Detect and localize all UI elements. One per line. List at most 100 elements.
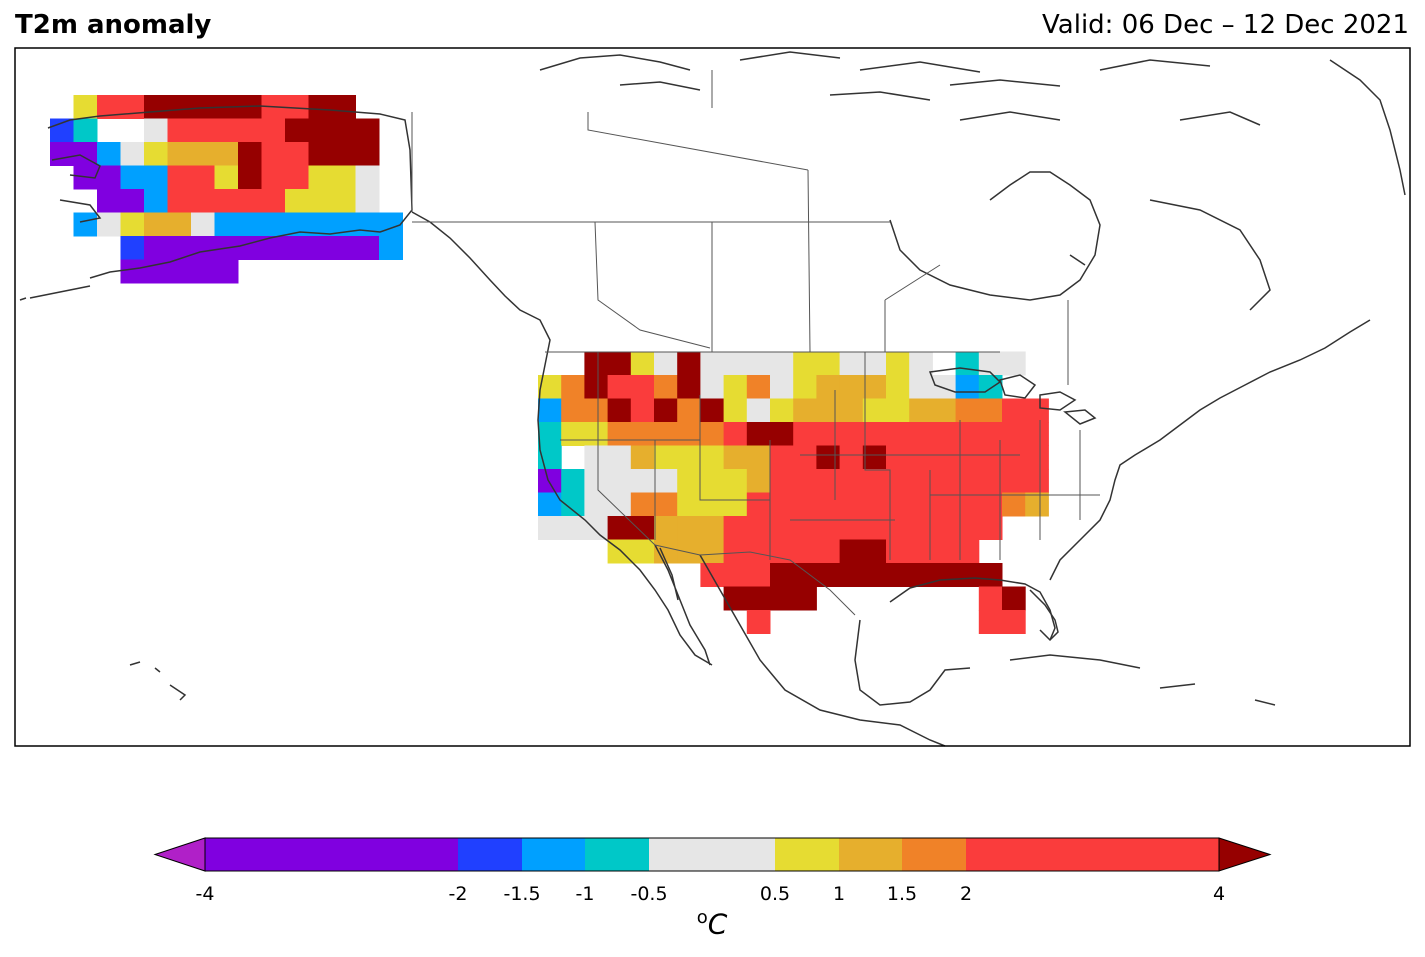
unit-degree: o bbox=[696, 907, 708, 928]
conus-cell bbox=[723, 516, 748, 540]
conus-cell bbox=[677, 539, 701, 564]
alaska-cell bbox=[191, 118, 215, 143]
conus-cell bbox=[1025, 422, 1049, 446]
conus-cell bbox=[677, 492, 701, 517]
political-borders bbox=[411, 70, 1100, 616]
conus-cell bbox=[1002, 610, 1026, 634]
conus-cell bbox=[630, 398, 655, 423]
conus-cell bbox=[700, 539, 725, 564]
conus-cell bbox=[770, 375, 794, 399]
alaska-cell bbox=[285, 142, 309, 166]
conus-cell bbox=[793, 445, 817, 470]
conus-cell bbox=[538, 469, 562, 493]
alaska-cell bbox=[214, 165, 239, 190]
conus-cell bbox=[862, 539, 887, 564]
conus-cell bbox=[978, 351, 1003, 376]
conus-cell bbox=[584, 469, 609, 493]
conus-cell bbox=[886, 563, 910, 587]
conus-cell bbox=[978, 398, 1003, 423]
conus-cell bbox=[607, 516, 632, 540]
alaska-cell bbox=[332, 118, 356, 143]
conus-cell bbox=[1025, 492, 1049, 517]
alaska-cell bbox=[355, 165, 380, 190]
colorbar-segment bbox=[966, 838, 1219, 871]
alaska-cell bbox=[261, 236, 286, 260]
alaska-cell bbox=[308, 118, 333, 143]
conus-cell bbox=[1002, 351, 1026, 376]
alaska-cell bbox=[355, 142, 380, 166]
conus-cell bbox=[584, 492, 609, 517]
conus-cell bbox=[584, 375, 609, 399]
conus-cell bbox=[654, 516, 678, 540]
conus-cell bbox=[1002, 445, 1026, 470]
conus-cell bbox=[584, 516, 609, 540]
conus-cell bbox=[955, 563, 980, 587]
conus-cell bbox=[909, 422, 933, 446]
colorbar-segments bbox=[153, 837, 1272, 872]
conus-cell bbox=[723, 539, 748, 564]
colorbar-tick-label: 1.5 bbox=[886, 883, 918, 905]
conus-cell bbox=[584, 351, 609, 376]
conus-cell bbox=[1025, 445, 1049, 470]
conus-cell bbox=[630, 375, 655, 399]
alaska-cell bbox=[238, 165, 262, 190]
alaska-cell bbox=[97, 142, 121, 166]
colorbar-segment bbox=[205, 838, 458, 871]
conus-cell bbox=[932, 375, 957, 399]
alaska-cell bbox=[261, 142, 286, 166]
alaska-cell bbox=[238, 236, 262, 260]
anomaly-map bbox=[14, 47, 1411, 747]
conus-cell bbox=[793, 422, 817, 446]
hudson-bay bbox=[889, 171, 1101, 301]
valid-date-range: Valid: 06 Dec – 12 Dec 2021 bbox=[1042, 10, 1409, 40]
conus-cell bbox=[1002, 586, 1026, 611]
colorbar-unit: oC bbox=[697, 907, 728, 940]
colorbar-outline bbox=[204, 837, 1220, 872]
conus-cell bbox=[862, 422, 887, 446]
colorbar-tick-label: -2 bbox=[448, 883, 468, 905]
conus-cell bbox=[746, 375, 771, 399]
conus-cell bbox=[909, 398, 933, 423]
conus-cell bbox=[839, 492, 864, 517]
conus-cell bbox=[677, 375, 701, 399]
conus-cell bbox=[1025, 469, 1049, 493]
alaska-cell bbox=[355, 212, 380, 237]
alaska-cell bbox=[144, 95, 168, 119]
alaska-cell bbox=[379, 236, 403, 260]
baja-peninsula bbox=[654, 544, 711, 666]
conus-cell bbox=[839, 563, 864, 587]
conus-cell bbox=[955, 516, 980, 540]
alaska-cell bbox=[50, 142, 74, 166]
conus-cell bbox=[630, 539, 655, 564]
conus-cell bbox=[561, 398, 585, 423]
us-states-west bbox=[560, 352, 891, 560]
alaska-cell bbox=[214, 259, 239, 284]
florida bbox=[1029, 589, 1059, 642]
conus-cell bbox=[770, 398, 794, 423]
caribbean-islands bbox=[1009, 654, 1276, 706]
anomaly-grid bbox=[50, 95, 1049, 634]
alaska-cell bbox=[214, 118, 239, 143]
conus-cell bbox=[654, 469, 678, 493]
conus-cell bbox=[654, 445, 678, 470]
conus-cell bbox=[839, 539, 864, 564]
conus-cell bbox=[746, 398, 771, 423]
alaska-cell bbox=[238, 212, 262, 237]
conus-cell bbox=[862, 398, 887, 423]
conus-cell bbox=[816, 563, 841, 587]
conus-cell bbox=[700, 469, 725, 493]
conus-cell bbox=[978, 422, 1003, 446]
conus-cell bbox=[886, 492, 910, 517]
conus-cell bbox=[793, 492, 817, 517]
alaska-cell bbox=[332, 142, 356, 166]
colorbar-tick-label: 4 bbox=[1212, 883, 1226, 905]
conus-cell bbox=[793, 469, 817, 493]
conus-cell bbox=[700, 398, 725, 423]
conus-cell bbox=[1025, 398, 1049, 423]
alaska-cell bbox=[144, 212, 168, 237]
conus-cell bbox=[816, 469, 841, 493]
conus-cell bbox=[561, 516, 585, 540]
conus-cell bbox=[909, 469, 933, 493]
conus-cell bbox=[839, 445, 864, 470]
